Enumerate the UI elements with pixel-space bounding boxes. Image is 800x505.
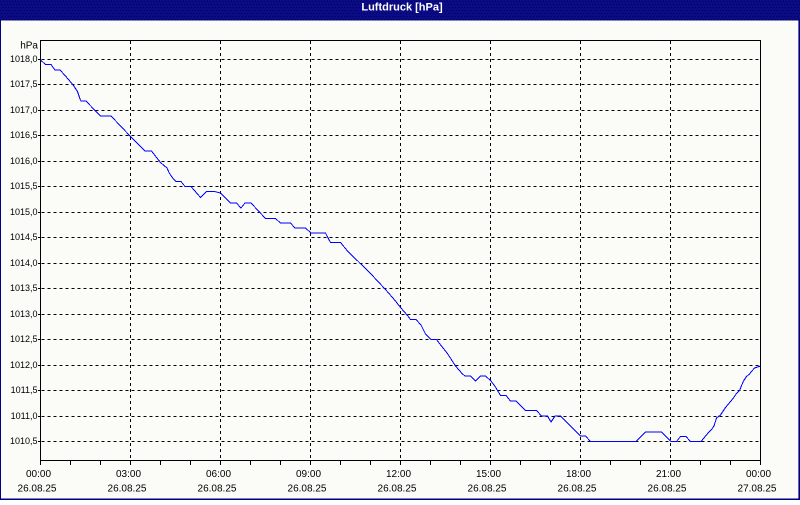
svg-text:1012,0: 1012,0 — [10, 360, 38, 370]
svg-text:26.08.25: 26.08.25 — [378, 484, 417, 495]
svg-text:1018,0: 1018,0 — [10, 54, 38, 64]
svg-text:03:00: 03:00 — [116, 469, 141, 480]
svg-text:26.08.25: 26.08.25 — [648, 484, 687, 495]
svg-text:1017,5: 1017,5 — [10, 79, 38, 89]
svg-text:1015,0: 1015,0 — [10, 207, 38, 217]
svg-text:26.08.25: 26.08.25 — [468, 484, 507, 495]
svg-text:1014,0: 1014,0 — [10, 258, 38, 268]
svg-text:15:00: 15:00 — [476, 469, 501, 480]
svg-text:1011,0: 1011,0 — [11, 411, 38, 421]
svg-text:26.08.25: 26.08.25 — [108, 484, 147, 495]
svg-text:26.08.25: 26.08.25 — [288, 484, 327, 495]
svg-text:00:00: 00:00 — [26, 469, 51, 480]
svg-text:1016,0: 1016,0 — [10, 156, 38, 166]
svg-text:1014,5: 1014,5 — [10, 232, 38, 242]
svg-text:26.08.25: 26.08.25 — [558, 484, 597, 495]
svg-text:1011,5: 1011,5 — [11, 385, 38, 395]
svg-text:1010,5: 1010,5 — [10, 436, 38, 446]
svg-text:21:00: 21:00 — [656, 469, 681, 480]
svg-text:hPa: hPa — [20, 41, 38, 52]
svg-text:1013,0: 1013,0 — [10, 309, 38, 319]
svg-text:26.08.25: 26.08.25 — [18, 484, 57, 495]
svg-text:18:00: 18:00 — [566, 469, 591, 480]
svg-text:1016,5: 1016,5 — [10, 130, 38, 140]
svg-text:1012,5: 1012,5 — [10, 334, 38, 344]
svg-text:00:00: 00:00 — [746, 469, 771, 480]
svg-text:27.08.25: 27.08.25 — [738, 484, 777, 495]
svg-text:06:00: 06:00 — [206, 469, 231, 480]
svg-text:1017,0: 1017,0 — [10, 105, 38, 115]
svg-text:26.08.25: 26.08.25 — [198, 484, 237, 495]
svg-text:09:00: 09:00 — [296, 469, 321, 480]
svg-text:Luftdruck [hPa]: Luftdruck [hPa] — [361, 2, 443, 14]
svg-text:12:00: 12:00 — [386, 469, 411, 480]
svg-text:1015,5: 1015,5 — [10, 181, 38, 191]
svg-text:1013,5: 1013,5 — [10, 283, 38, 293]
